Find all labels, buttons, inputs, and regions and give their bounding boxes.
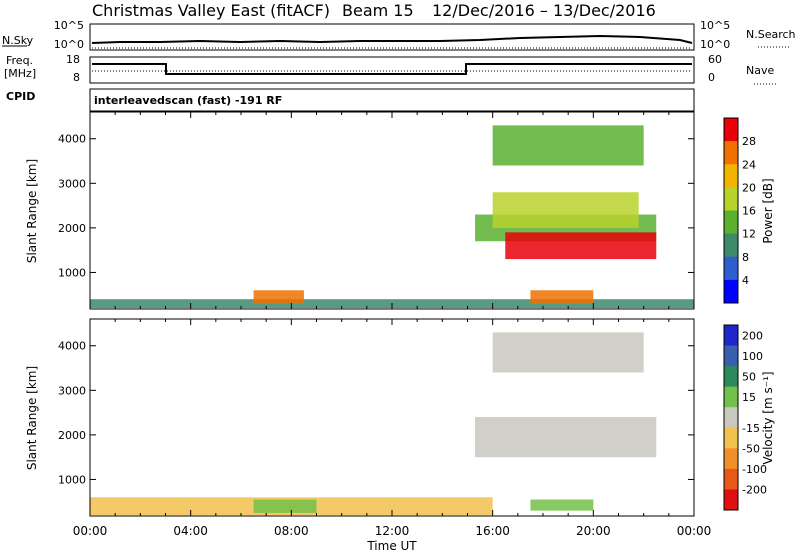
power-ytick-label-0: 1000 [58,266,86,279]
nsearch-tick-bottom: 10^0 [700,38,730,51]
velocity-xtick-label-4: 16:00 [475,524,510,538]
freq-unit-label: [MHz] [4,67,36,80]
power-colorbar-tick-0: 4 [742,274,749,287]
velocity-colorbar-tick-1: 100 [742,350,763,363]
velocity-colorbar-frame [723,324,739,511]
velocity-colorbar-segment-5 [724,427,738,449]
velocity-xtick-label-1: 04:00 [173,524,208,538]
velocity-colorbar-segment-3 [724,386,738,408]
freq-tick-top: 18 [66,53,80,66]
nsearch-label: N.Search [746,28,796,41]
velocity-colorbar-tick-5: -50 [742,442,760,455]
velocity-x-ticks: 00:00 04:00 08:00 12:00 16:00 20:00 00:00 [73,319,712,538]
power-colorbar-tick-3: 16 [742,205,756,218]
velocity-colorbar-segment-4 [724,407,738,429]
velocity-colorbar-segment-1 [724,345,738,367]
power-colorbar-label: Power [dB] [761,178,775,243]
power-ytick-label-3: 4000 [58,133,86,146]
freq-trace [92,63,692,75]
power-region-6 [492,125,644,166]
velocity-xtick-label-6: 00:00 [677,524,712,538]
velocity-colorbar-tick-6: -100 [742,463,767,476]
power-colorbar-tick-2: 12 [742,228,756,241]
velocity-colorbar-tick-7: -200 [742,483,767,496]
velocity-colorbar-segment-0 [724,325,738,347]
power-colorbar-segment-5 [724,233,738,258]
power-ytick-label-1: 2000 [58,222,86,235]
power-colorbar-tick-5: 24 [742,158,756,171]
power-colorbar-tick-1: 8 [742,251,749,264]
velocity-panel: 1000 2000 3000 4000 00:00 04:00 08:00 12:00 16:… [25,318,775,538]
x-axis-label: Time UT [366,539,417,553]
power-colorbar-segment-0 [724,118,738,142]
nsky-label: N.Sky [2,34,34,47]
velocity-colorbar-segment-6 [724,448,738,470]
velocity-xtick-label-0: 00:00 [73,524,108,538]
power-x-ticks [89,112,695,309]
nsky-trace [91,34,693,44]
power-region-4 [492,192,639,228]
power-panel: 1000 2000 3000 4000 Slant Range [km] 4 8 12 16… [25,111,775,310]
velocity-xtick-label-5: 20:00 [576,524,611,538]
velocity-colorbar-tick-2: 50 [742,370,756,383]
velocity-region-3 [530,499,594,511]
velocity-colorbar-segment-7 [724,468,738,490]
velocity-ytick-label-0: 1000 [58,473,86,486]
power-region-3 [505,232,657,260]
velocity-y-label: Slant Range [km] [25,366,39,470]
velocity-ytick-label-2: 3000 [58,384,86,397]
freq-tick-bottom: 8 [73,71,80,84]
velocity-region-1 [253,499,317,513]
velocity-y-ticks: 1000 2000 3000 4000 [58,340,694,486]
power-colorbar-segment-6 [724,256,738,281]
power-y-ticks: 1000 2000 3000 4000 [58,133,694,279]
power-y-label: Slant Range [km] [25,159,39,263]
power-colorbar-segment-4 [724,210,738,235]
velocity-ytick-label-1: 2000 [58,429,86,442]
velocity-colorbar-label: Velocity [m s⁻¹] [761,371,775,464]
cpid-label: CPID [6,90,35,103]
cpid-text: interleavedscan (fast) -191 RF [94,94,282,107]
power-colorbar-segment-7 [724,279,738,304]
power-region-1 [253,290,304,304]
station-title: Christmas Valley East (fitACF) [92,1,330,20]
beam-label: Beam 15 [342,1,414,20]
velocity-ytick-label-3: 4000 [58,340,86,353]
freq-panel: 18 8 60 0 Freq. [MHz] Nave [4,53,776,85]
velocity-colorbar-segment-2 [724,366,738,388]
nsky-tick-top: 10^5 [54,19,84,32]
velocity-colorbar-tick-3: 15 [742,391,756,404]
power-colorbar-tick-4: 20 [742,181,756,194]
power-region-5 [530,290,594,304]
nsky-tick-bottom: 10^0 [54,38,84,51]
velocity-colorbar-tick-0: 200 [742,329,763,342]
velocity-region-4 [492,332,644,373]
nave-label: Nave [746,64,774,77]
nave-tick-top: 60 [708,53,722,66]
power-colorbar-segment-3 [724,187,738,211]
power-colorbar: 4 8 12 16 20 24 28 [723,117,756,304]
velocity-colorbar-segment-8 [724,489,738,511]
date-range: 12/Dec/2016 – 13/Dec/2016 [432,1,656,20]
power-colorbar-tick-6: 28 [742,135,756,148]
velocity-colorbar: 200 100 50 15 -15 -50 -100 -200 [723,324,767,511]
cpid-strip: interleavedscan (fast) -191 RF CPID [6,88,695,112]
velocity-xtick-label-3: 12:00 [375,524,410,538]
nsky-panel: 10^5 10^0 10^5 10^0 N.Sky N.Search [2,19,796,51]
nave-tick-bottom: 0 [708,71,715,84]
power-colorbar-segment-1 [724,141,738,165]
freq-label: Freq. [6,54,33,67]
power-colorbar-frame [723,117,739,304]
nsearch-tick-top: 10^5 [700,19,730,32]
velocity-colorbar-tick-4: -15 [742,422,760,435]
power-colorbar-segment-2 [724,164,738,188]
velocity-region-2 [475,417,657,458]
velocity-xtick-label-2: 08:00 [274,524,309,538]
power-ytick-label-2: 3000 [58,177,86,190]
